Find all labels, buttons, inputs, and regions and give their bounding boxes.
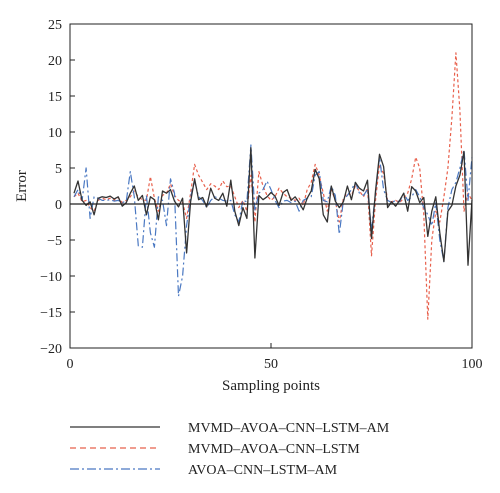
series-line-3 xyxy=(73,144,473,297)
y-tick-label: 5 xyxy=(55,162,62,177)
x-tick-label: 100 xyxy=(462,357,483,372)
y-tick-label: −5 xyxy=(47,234,62,249)
plot-frame xyxy=(69,23,473,349)
plot-lines xyxy=(73,52,473,320)
x-tick-label: 0 xyxy=(67,357,74,372)
legend-label-3: AVOA–CNN–LSTM–AM xyxy=(188,463,338,478)
y-tick-label: 0 xyxy=(55,198,62,213)
legend-label-2: MVMD–AVOA–CNN–LSTM xyxy=(188,442,360,457)
y-tick-label: 10 xyxy=(48,126,62,141)
y-tick-label: 15 xyxy=(48,90,62,105)
y-tick-label: 20 xyxy=(48,54,62,69)
y-tick-label: −15 xyxy=(40,306,62,321)
legend: MVMD–AVOA–CNN–LSTM–AM MVMD–AVOA–CNN–LSTM A… xyxy=(70,421,390,478)
series-line-1 xyxy=(73,147,473,266)
legend-label-1: MVMD–AVOA–CNN–LSTM–AM xyxy=(188,421,390,436)
x-tick-label: 50 xyxy=(264,357,278,372)
y-tick-label: 25 xyxy=(48,18,62,33)
y-tick-label: −20 xyxy=(40,342,62,357)
y-axis-title: Error xyxy=(14,170,30,202)
y-tick-label: −10 xyxy=(40,270,62,285)
axis-ticks: −20 −15 −10 −5 0 5 10 15 20 25 0 50 100 xyxy=(40,18,482,372)
x-axis-title: Sampling points xyxy=(222,378,320,394)
